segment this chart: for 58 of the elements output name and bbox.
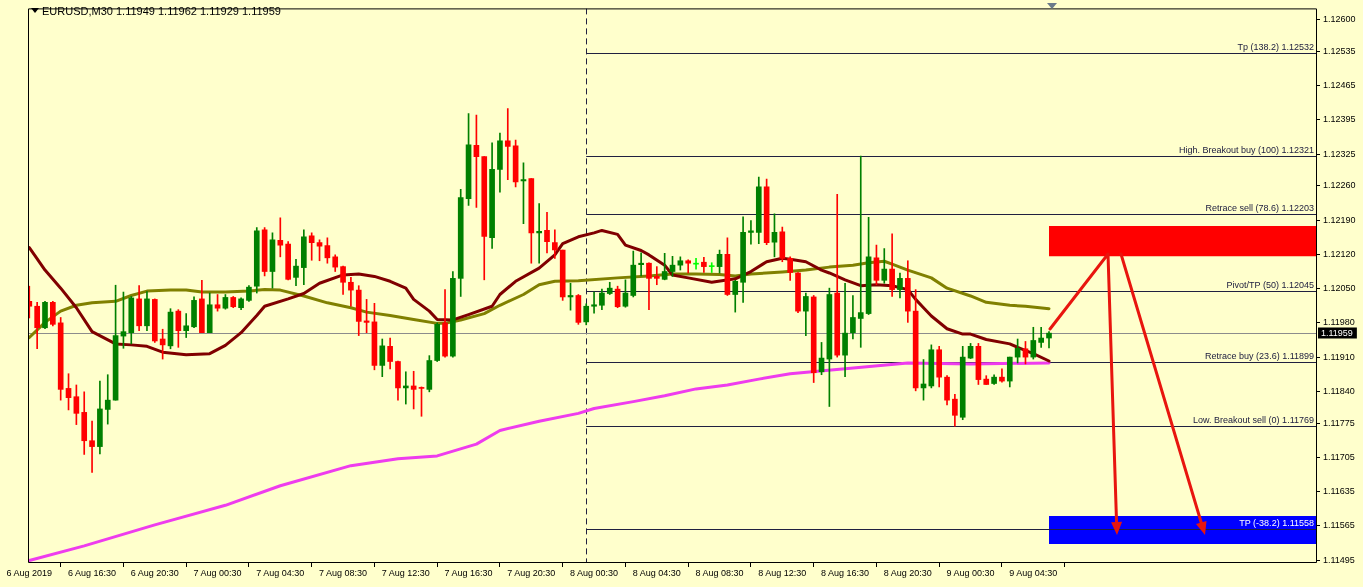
candlestick: [104, 374, 111, 425]
x-tick-label: 6 Aug 20:30: [130, 567, 179, 578]
x-tick-label: 6 Aug 16:30: [68, 567, 117, 578]
candlestick: [277, 217, 284, 258]
candlestick: [748, 220, 754, 245]
candlestick: [89, 420, 95, 473]
ref-line-label: 1.11959: [1321, 328, 1353, 339]
candlestick: [653, 266, 660, 286]
ref-line-label: TP (-38.2) 1.11558: [1239, 517, 1314, 528]
x-tick-label: 6 Aug 2019: [6, 567, 53, 578]
x-tick-label: 7 Aug 12:30: [381, 567, 430, 578]
ref-line-label: High. Breakout buy (100) 1.12321: [1178, 144, 1314, 155]
y-tick-label: 1.12465: [1323, 80, 1356, 91]
y-tick-label: 1.11565: [1323, 520, 1355, 531]
candlestick: [348, 277, 354, 307]
x-tick-label: 8 Aug 20:30: [883, 567, 932, 578]
y-tick-label: 1.12050: [1323, 283, 1356, 294]
candlestick: [708, 262, 715, 273]
candlestick: [842, 282, 848, 377]
y-tick-label: 1.11705: [1323, 451, 1355, 462]
ref-line-label: Retrace buy (23.6) 1.11899: [1205, 350, 1314, 361]
y-tick-label: 1.12600: [1323, 14, 1356, 25]
x-tick-label: 8 Aug 16:30: [821, 567, 870, 578]
y-tick-label: 1.11910: [1323, 351, 1355, 362]
candlestick: [638, 252, 644, 277]
ref-line-label: Retrace sell (78.6) 1.12203: [1205, 202, 1314, 213]
x-tick-label: 8 Aug 00:30: [570, 567, 619, 578]
candlestick: [504, 108, 511, 180]
ref-line-label: Pivot/TP (50) 1.12045: [1226, 279, 1314, 290]
ref-line-label: Tp (138.2) 1.12532: [1237, 41, 1314, 52]
candlestick: [536, 203, 542, 264]
y-tick-label: 1.12190: [1323, 214, 1356, 225]
candlestick: [591, 291, 597, 314]
y-tick-label: 1.11980: [1323, 317, 1355, 328]
x-tick-label: 7 Aug 16:30: [444, 567, 493, 578]
x-tick-label: 8 Aug 08:30: [695, 567, 744, 578]
y-tick-label: 1.12395: [1323, 114, 1356, 125]
candlestick: [857, 155, 864, 348]
y-tick-label: 1.12535: [1323, 45, 1356, 56]
y-tick-label: 1.12260: [1323, 180, 1356, 191]
x-tick-label: 9 Aug 00:30: [946, 567, 995, 578]
x-tick-label: 8 Aug 04:30: [632, 567, 681, 578]
x-tick-label: 7 Aug 00:30: [193, 567, 242, 578]
y-tick-label: 1.11775: [1323, 417, 1355, 428]
candlestick: [1038, 326, 1044, 348]
x-tick-label: 7 Aug 08:30: [319, 567, 368, 578]
y-tick-label: 1.12120: [1323, 248, 1356, 259]
ref-line-label: Low. Breakout sell (0) 1.11769: [1193, 414, 1314, 425]
x-tick-label: 8 Aug 12:30: [758, 567, 807, 578]
x-tick-label: 7 Aug 04:30: [256, 567, 305, 578]
x-tick-label: 9 Aug 04:30: [1009, 567, 1058, 578]
x-tick-label: 7 Aug 20:30: [507, 567, 556, 578]
y-tick-label: 1.11840: [1323, 385, 1355, 396]
y-tick-label: 1.12325: [1323, 148, 1356, 159]
candlestick: [693, 257, 699, 270]
y-tick-label: 1.11635: [1323, 486, 1355, 497]
candlestick: [183, 313, 190, 338]
y-tick-label: 1.11495: [1323, 554, 1355, 565]
